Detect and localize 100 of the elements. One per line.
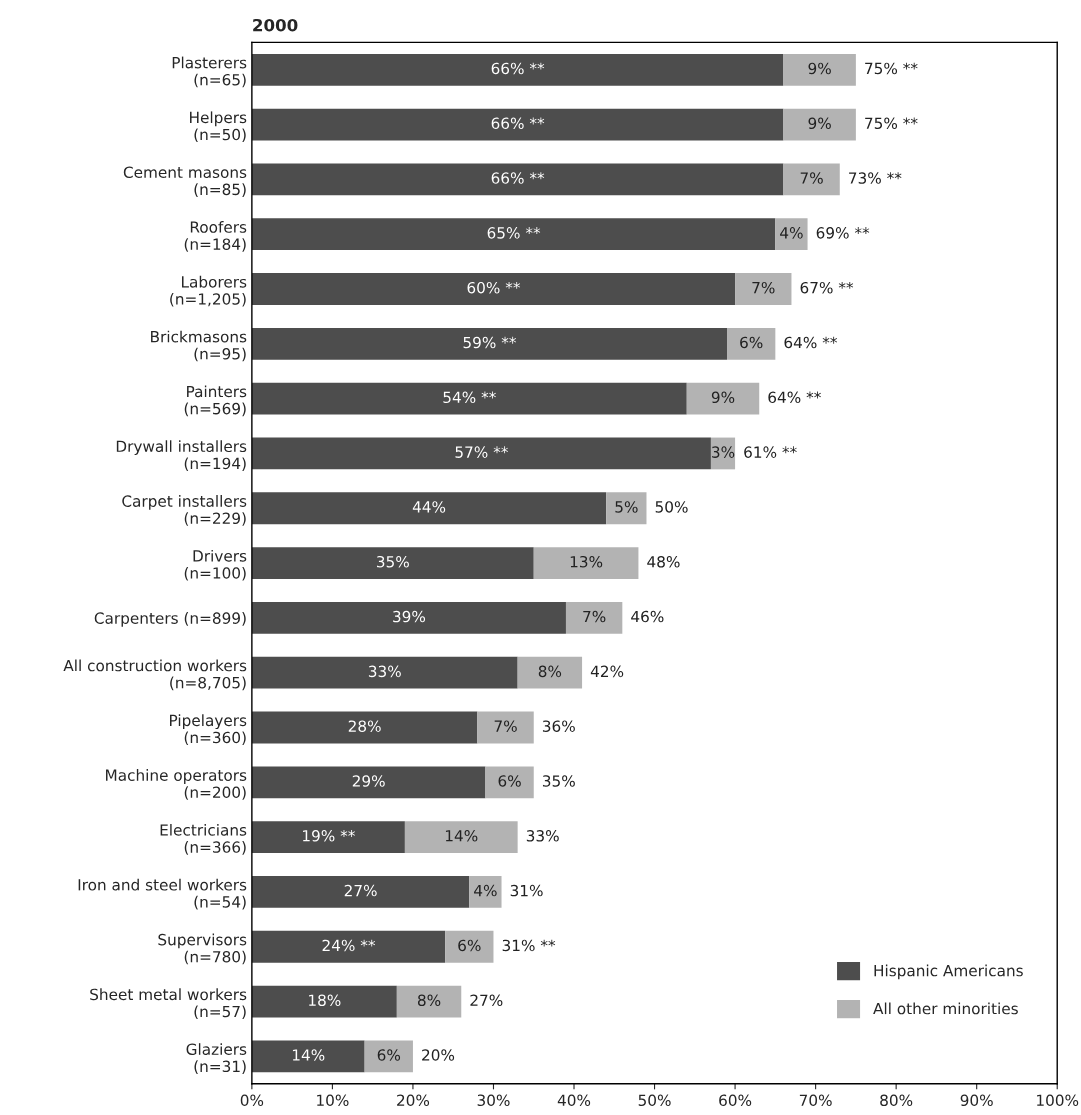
bar xyxy=(251,492,607,525)
data-label: 8% xyxy=(417,994,441,1006)
data-label: 6% xyxy=(458,939,481,952)
data-label: 24% ** xyxy=(322,939,376,952)
bar xyxy=(469,876,502,908)
total-label: 73% ** xyxy=(849,172,902,184)
total-label: 20% xyxy=(422,1049,455,1061)
legend-label: All other minorities xyxy=(873,1002,1018,1015)
data-label: 6% xyxy=(498,775,521,787)
total-label: 31% xyxy=(510,884,543,897)
bar xyxy=(251,656,518,689)
y-tick-label: Sheet metal workers (n=57) xyxy=(90,988,247,1020)
data-label: 4% xyxy=(474,884,497,897)
data-label: 54% ** xyxy=(443,391,496,404)
data-label: 13% xyxy=(570,555,603,568)
data-label: 66% ** xyxy=(491,172,545,184)
x-tick-label: 80% xyxy=(880,1094,913,1107)
bar xyxy=(251,930,446,963)
y-tick-label: Machine operators (n=200) xyxy=(106,769,247,800)
bar xyxy=(364,1040,413,1073)
data-label: 6% xyxy=(740,336,763,349)
x-tick-label: 10% xyxy=(317,1094,349,1107)
y-tick-label: Drywall installers (n=194) xyxy=(116,440,247,471)
data-label: 35% xyxy=(376,555,409,568)
x-tick-label: 20% xyxy=(397,1094,430,1107)
bar xyxy=(606,492,647,525)
bar xyxy=(251,327,728,360)
data-label: 33% xyxy=(368,665,401,678)
bar xyxy=(404,821,518,854)
data-label: 18% xyxy=(309,994,341,1006)
total-label: 27% xyxy=(470,994,503,1006)
data-label: 7% xyxy=(752,281,775,294)
total-label: 33% xyxy=(526,830,559,842)
bar xyxy=(477,711,534,744)
data-label: 28% xyxy=(348,720,381,732)
total-label: 75% ** xyxy=(865,117,918,130)
bar xyxy=(251,601,566,634)
total-label: 48% xyxy=(647,555,680,568)
total-label: 35% xyxy=(542,775,575,787)
total-label: 46% xyxy=(631,610,664,623)
bar xyxy=(735,273,792,305)
y-tick-label: Brickmasons (n=95) xyxy=(151,330,247,362)
total-label: 61% ** xyxy=(744,446,797,458)
data-label: 59% ** xyxy=(463,336,517,349)
data-label: 29% xyxy=(352,775,385,787)
y-tick-label: All construction workers (n=8,705) xyxy=(63,659,247,691)
bar xyxy=(251,163,784,196)
total-label: 67% ** xyxy=(800,281,854,294)
bar xyxy=(783,108,856,141)
bar xyxy=(485,766,534,799)
y-tick-label: Drivers (n=100) xyxy=(184,549,247,581)
x-tick-label: 30% xyxy=(477,1094,510,1107)
bar xyxy=(251,53,784,86)
bar xyxy=(396,985,462,1018)
total-label: 75% ** xyxy=(865,62,918,75)
data-label: 5% xyxy=(615,501,638,513)
total-label: 69% ** xyxy=(816,227,870,239)
bar xyxy=(517,656,583,689)
data-label: 3% xyxy=(712,446,735,458)
data-label: 60% ** xyxy=(467,281,521,294)
y-tick-label: Helpers (n=50) xyxy=(190,111,247,143)
x-tick-label: 0% xyxy=(240,1094,264,1107)
data-label: 14% xyxy=(292,1049,325,1061)
data-label: 44% xyxy=(412,501,446,513)
chart-title: 2000 xyxy=(253,18,298,32)
y-tick-label: Plasterers (n=65) xyxy=(172,56,247,88)
x-tick-label: 60% xyxy=(719,1094,752,1107)
x-tick-label: 40% xyxy=(557,1094,591,1107)
data-label: 66% ** xyxy=(491,117,545,130)
data-label: 27% xyxy=(344,884,377,897)
data-label: 39% xyxy=(393,610,426,623)
bar xyxy=(251,108,784,141)
y-tick-label: Painters (n=569) xyxy=(184,385,247,417)
y-tick-label: Glaziers (n=31) xyxy=(186,1043,247,1074)
x-tick-label: 90% xyxy=(960,1094,993,1107)
bar xyxy=(251,821,405,854)
y-tick-label: Carpet installers (n=229) xyxy=(122,495,247,526)
data-label: 4% xyxy=(780,227,803,239)
y-tick-label: Roofers (n=184) xyxy=(184,221,247,252)
bar xyxy=(251,437,711,470)
data-label: 57% ** xyxy=(455,446,508,458)
x-tick-label: 100% xyxy=(1037,1094,1079,1107)
bar xyxy=(251,382,687,415)
bar xyxy=(251,273,736,305)
y-tick-label: Electricians (n=366) xyxy=(160,823,247,855)
bar xyxy=(251,711,478,744)
data-label: 19% ** xyxy=(303,830,355,842)
total-label: 50% xyxy=(655,501,688,513)
data-label: 65% ** xyxy=(487,227,541,239)
y-tick-label: Supervisors (n=780) xyxy=(158,933,247,965)
bar xyxy=(251,1040,365,1073)
bar xyxy=(445,930,494,963)
data-label: 9% xyxy=(808,62,831,75)
x-tick-label: 70% xyxy=(799,1094,832,1107)
data-label: 8% xyxy=(538,665,562,678)
bar xyxy=(533,547,639,579)
data-label: 7% xyxy=(583,610,606,623)
y-tick-label: Cement masons (n=85) xyxy=(123,166,247,197)
total-label: 31% ** xyxy=(502,939,556,952)
total-label: 64% ** xyxy=(768,391,821,404)
